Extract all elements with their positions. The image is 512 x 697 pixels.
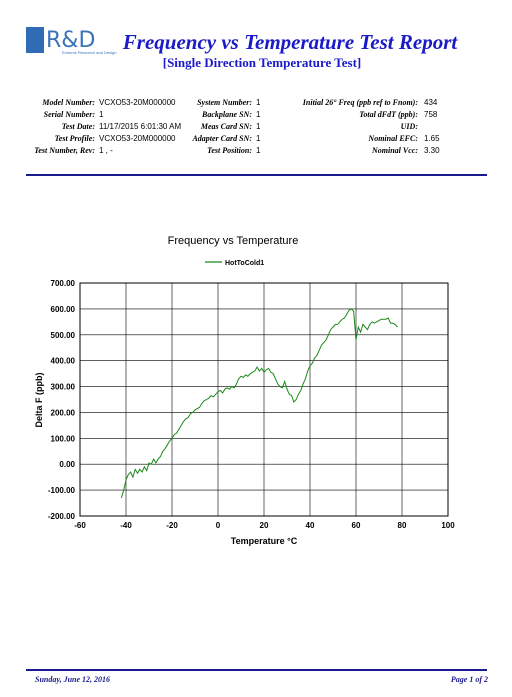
info-label: Initial 26° Freq (ppb ref to Fnom): [302, 98, 419, 107]
y-tick-label: -200.00 [48, 512, 76, 521]
y-tick-label: 600.00 [51, 305, 76, 314]
report-subtitle: [Single Direction Temperature Test] [163, 55, 362, 70]
info-value: 1 [256, 110, 261, 119]
footer-page: Page 1 of 2 [451, 675, 488, 684]
data-line [120, 308, 398, 499]
info-value: 1 [256, 146, 261, 155]
info-label: Model Number: [41, 98, 95, 107]
y-tick-label: 400.00 [51, 357, 76, 366]
info-label: Meas Card SN: [200, 122, 252, 131]
info-label: Test Number, Rev: [34, 146, 95, 155]
info-label: Nominal EFC: [367, 134, 418, 143]
y-axis-label: Delta F (ppb) [34, 373, 44, 428]
y-tick-label: -100.00 [48, 486, 76, 495]
info-value: 1.65 [424, 134, 440, 143]
logo-icon [26, 27, 44, 53]
info-value: 1 [256, 122, 261, 131]
info-value: 3.30 [424, 146, 440, 155]
y-tick-label: 0.00 [59, 460, 75, 469]
x-tick-label: 60 [352, 521, 361, 530]
info-label: Test Date: [62, 122, 96, 131]
info-label: UID: [401, 122, 419, 131]
info-value: 11/17/2015 6:01:30 AM [99, 122, 181, 131]
y-tick-label: 300.00 [51, 383, 76, 392]
x-tick-label: 20 [260, 521, 269, 530]
info-label: Test Position: [207, 146, 252, 155]
info-value: VCXO53-20M000000 [99, 134, 176, 143]
x-tick-label: 100 [441, 521, 455, 530]
info-label: Backplane SN: [201, 110, 252, 119]
x-tick-label: 0 [216, 521, 221, 530]
info-value: 1 , - [99, 146, 113, 155]
info-label: Nominal Vcc: [371, 146, 418, 155]
x-tick-label: 40 [306, 521, 315, 530]
plot-frame [79, 282, 449, 517]
x-tick-label: 80 [398, 521, 407, 530]
info-label: Total dFdT (ppb): [359, 110, 418, 119]
legend-label: HotToCold1 [225, 260, 264, 267]
info-value: 1 [99, 110, 104, 119]
y-tick-label: 200.00 [51, 408, 76, 417]
info-label: Adapter Card SN: [191, 134, 252, 143]
info-value: 758 [424, 110, 438, 119]
y-tick-label: 100.00 [51, 434, 76, 443]
x-tick-label: -40 [120, 521, 132, 530]
report-title: Frequency vs Temperature Test Report [122, 30, 459, 54]
info-value: VCXO53-20M000000 [99, 98, 176, 107]
x-axis-label: Temperature °C [231, 536, 298, 546]
y-tick-label: 700.00 [51, 279, 76, 288]
info-value: 1 [256, 134, 261, 143]
chart: Frequency vs Temperature Temperature °C De… [34, 235, 455, 546]
x-tick-label: -60 [74, 521, 86, 530]
footer-date: Sunday, June 12, 2016 [35, 675, 110, 684]
chart-title: Frequency vs Temperature [168, 235, 299, 247]
logo-mark: R&D [46, 28, 95, 53]
info-label: System Number: [197, 98, 252, 107]
info-value: 1 [256, 98, 261, 107]
info-value: 434 [424, 98, 438, 107]
logo-tagline: Extreme Research and Design [62, 50, 116, 55]
info-label: Serial Number: [44, 110, 96, 119]
x-tick-label: -20 [166, 521, 178, 530]
y-tick-label: 500.00 [51, 331, 76, 340]
info-label: Test Profile: [55, 134, 96, 143]
